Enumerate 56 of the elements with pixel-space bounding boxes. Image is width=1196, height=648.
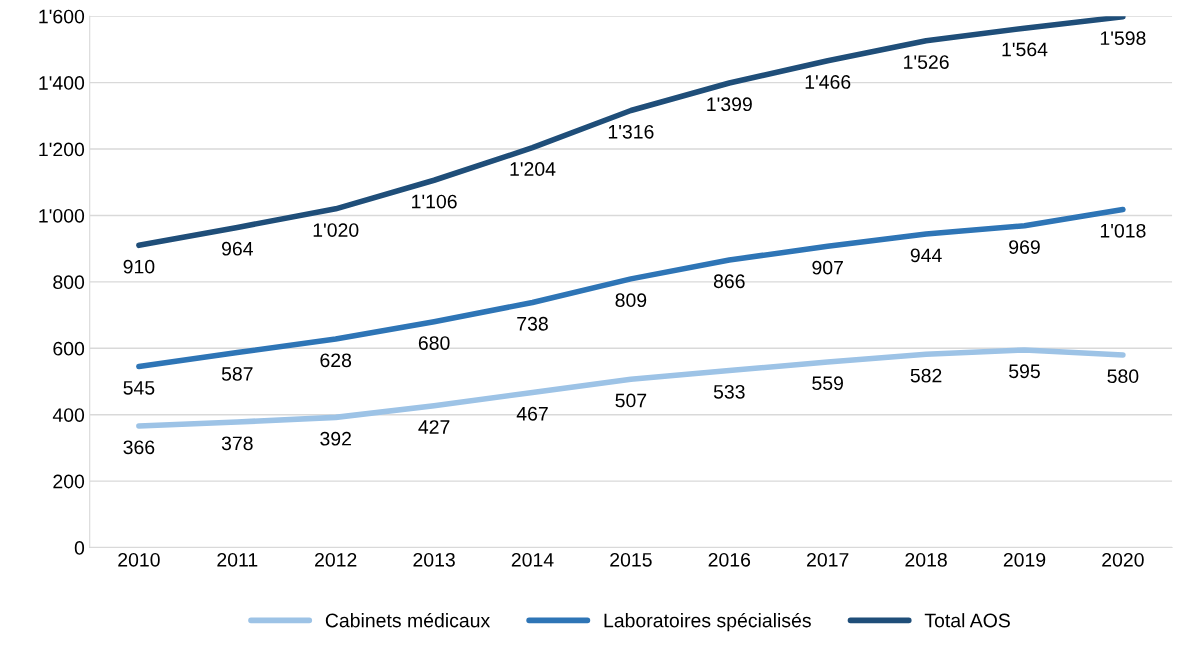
data-label: 545 — [123, 381, 155, 395]
data-label: 467 — [516, 406, 548, 421]
data-label: 964 — [221, 241, 253, 256]
x-tick-label: 2012 — [315, 552, 357, 567]
data-label: 910 — [123, 259, 155, 274]
data-label: 628 — [320, 353, 352, 368]
data-label: 969 — [1009, 240, 1040, 254]
y-tick-label: 0 — [74, 541, 85, 555]
data-label: 1'399 — [707, 97, 752, 112]
y-tick-label: 1'200 — [39, 142, 85, 157]
data-label: 1'106 — [412, 194, 457, 209]
x-tick-label: 2015 — [610, 552, 652, 567]
x-tick-label: 2013 — [413, 552, 455, 567]
data-label: 533 — [713, 384, 745, 399]
data-label: 1'598 — [1100, 31, 1146, 46]
data-label: 366 — [123, 440, 155, 455]
data-label: 907 — [812, 260, 843, 275]
data-label: 587 — [221, 367, 253, 381]
x-tick-label: 2019 — [1003, 552, 1046, 567]
data-label: 1'020 — [313, 223, 359, 237]
legend-label: Total AOS — [924, 613, 1010, 628]
data-label: 507 — [615, 393, 647, 408]
data-label: 427 — [418, 420, 450, 434]
data-label: 1'316 — [608, 124, 654, 139]
data-label: 392 — [320, 431, 351, 446]
y-tick-label: 600 — [53, 341, 85, 356]
x-tick-label: 2011 — [217, 552, 258, 567]
x-tick-label: 2010 — [118, 552, 160, 567]
y-tick-label: 1'400 — [39, 76, 85, 90]
data-label: 738 — [517, 316, 548, 331]
y-tick-label: 400 — [52, 408, 85, 422]
legend-label: Cabinets médicaux — [325, 612, 491, 628]
data-label: 582 — [910, 368, 942, 383]
data-label: 809 — [615, 293, 647, 308]
x-tick-label: 2016 — [708, 552, 751, 567]
data-label: 580 — [1107, 369, 1139, 384]
y-tick-label: 1'000 — [39, 208, 85, 223]
data-label: 378 — [221, 436, 253, 451]
x-tick-label: 2018 — [905, 552, 947, 567]
legend-label: Laboratoires spécialisés — [604, 612, 811, 632]
data-label: 595 — [1009, 364, 1040, 379]
data-label: 866 — [713, 274, 745, 289]
y-tick-label: 1'600 — [39, 9, 85, 24]
data-label: 1'204 — [510, 162, 556, 176]
data-label: 1'564 — [1002, 42, 1048, 57]
data-label: 680 — [418, 336, 450, 350]
data-label: 1'526 — [904, 55, 949, 69]
data-label: 559 — [812, 376, 843, 391]
x-tick-label: 2017 — [807, 552, 849, 567]
y-tick-label: 800 — [53, 275, 85, 290]
y-tick-label: 200 — [53, 474, 85, 489]
x-tick-label: 2020 — [1102, 552, 1144, 567]
x-tick-label: 2014 — [511, 552, 554, 567]
data-label: 944 — [910, 248, 942, 263]
data-label: 1'018 — [1100, 223, 1146, 238]
data-label: 1'466 — [805, 75, 851, 89]
